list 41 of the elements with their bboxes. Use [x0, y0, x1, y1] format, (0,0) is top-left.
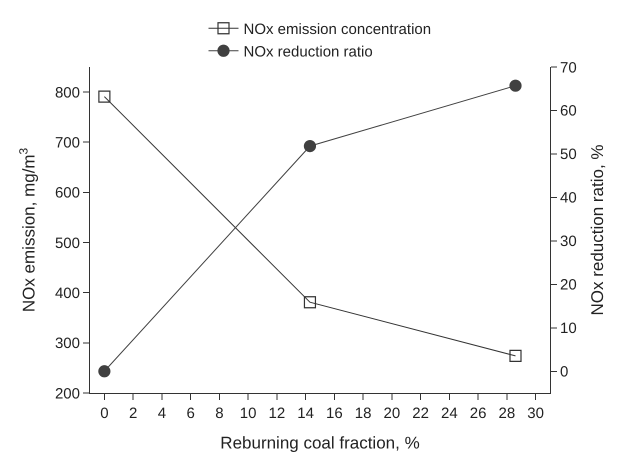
x-tick-label: 16 — [326, 405, 343, 422]
x-tick-label: 30 — [527, 405, 544, 422]
y2-axis-title: NOx reduction ratio, % — [588, 144, 608, 316]
x-tick-label: 0 — [100, 405, 109, 422]
y-tick-label: 600 — [54, 184, 80, 202]
y2-tick-label: 30 — [560, 233, 577, 250]
y-tick-label: 700 — [54, 134, 80, 152]
x-tick-label: 20 — [384, 405, 400, 422]
y2-tick-label: 60 — [560, 102, 577, 120]
x-tick-label: 10 — [240, 405, 256, 422]
y-tick-label: 800 — [54, 84, 80, 102]
x-tick-label: 18 — [354, 405, 372, 422]
point — [98, 365, 110, 378]
y2-tick-label: 10 — [560, 320, 577, 338]
y-tick-label: 300 — [54, 335, 80, 352]
x-tick-label: 6 — [186, 405, 195, 422]
x-tick-label: 26 — [470, 405, 486, 422]
y-tick-label: 400 — [54, 284, 80, 302]
x-tick-label: 2 — [128, 405, 138, 422]
y2-tick-label: 50 — [560, 146, 577, 164]
y-tick-label: 500 — [54, 234, 80, 252]
x-tick-label: 28 — [498, 405, 516, 422]
y2-tick-label: 0 — [560, 364, 568, 381]
y2-tick-label: 20 — [560, 276, 577, 294]
x-tick-label: 22 — [412, 405, 429, 422]
x-tick-label: 24 — [441, 405, 458, 422]
point — [304, 296, 316, 308]
y-tick-label: 200 — [54, 385, 80, 402]
x-axis-title: Reburning coal fraction, % — [220, 433, 420, 452]
legend-label: NOx reduction ratio — [244, 44, 373, 61]
legend-label: NOx emission concentration — [244, 21, 432, 38]
point — [509, 80, 522, 92]
x-tick-label: 14 — [297, 405, 314, 422]
y2-tick-label: 40 — [560, 190, 577, 207]
y2-tick-label: 70 — [560, 59, 577, 76]
point — [509, 350, 522, 362]
x-tick-label: 4 — [158, 405, 166, 422]
x-tick-label: 12 — [268, 405, 286, 422]
point — [98, 90, 110, 103]
point — [304, 140, 316, 152]
x-tick-label: 8 — [215, 405, 224, 422]
